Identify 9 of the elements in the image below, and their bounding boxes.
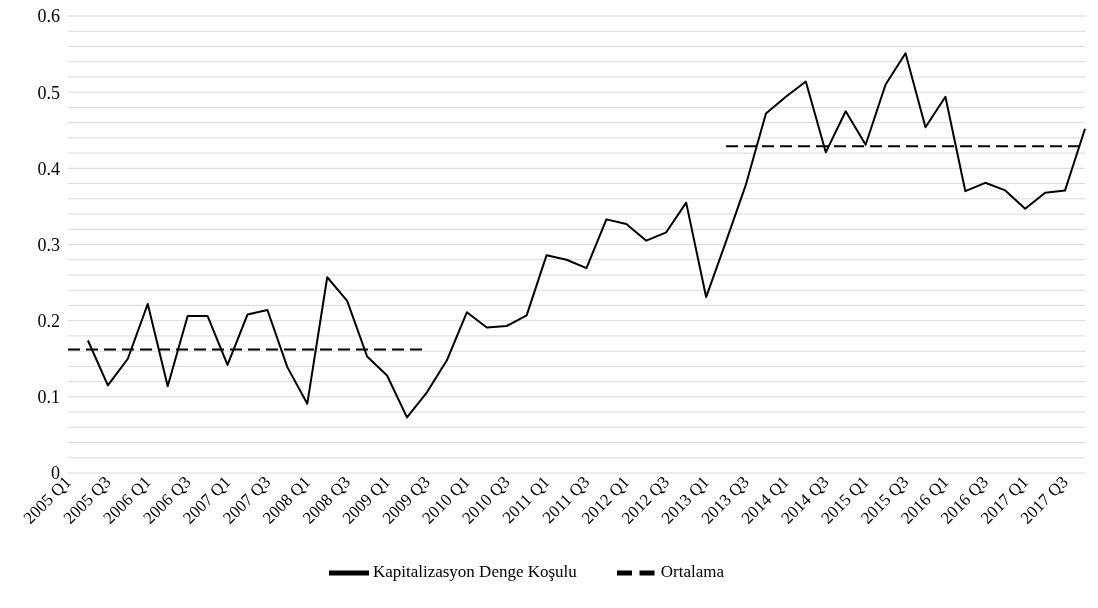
y-tick-label: 0.6 bbox=[37, 6, 60, 27]
y-tick-label: 0.5 bbox=[37, 82, 60, 103]
legend-label: Kapitalizasyon Denge Koşulu bbox=[372, 561, 577, 581]
y-tick-label: 0.3 bbox=[37, 234, 60, 255]
legend-label: Ortalama bbox=[660, 561, 725, 581]
y-tick-label: 0 bbox=[51, 463, 60, 484]
y-tick-label: 0.4 bbox=[37, 158, 60, 179]
y-tick-label: 0.1 bbox=[37, 387, 60, 408]
y-tick-label: 0.2 bbox=[37, 311, 60, 332]
